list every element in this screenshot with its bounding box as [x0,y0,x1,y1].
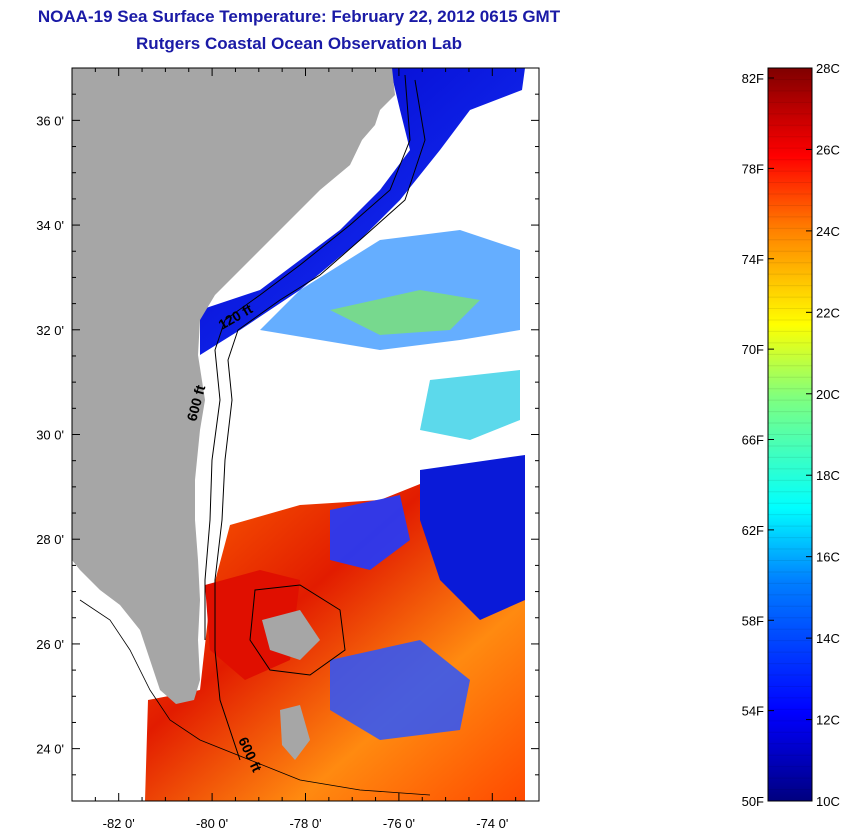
cold-eddy-north [330,495,410,570]
colorbar: 82F 78F 74F 70F 66F 62F 58F 54F 50F 28C 26C 24C 22C… [742,61,840,809]
longitude-labels: -82 0' -80 0' -78 0' -76 0' -74 0' [103,816,509,831]
latitude-tick-label: 30 0' [36,428,64,443]
mid-temp-patches [330,290,480,335]
cuba-land [280,705,310,760]
colorbar-celsius-label: 16C [816,550,840,565]
longitude-tick-label: -80 0' [196,816,228,831]
blue-patches-bahamas [330,640,470,740]
map-title: NOAA-19 Sea Surface Temperature: Februar… [37,7,561,26]
axis-ticks [71,67,540,802]
land-mass [72,68,395,704]
colorbar-fahrenheit-label: 54F [742,704,764,719]
colorbar-fahrenheit-label: 66F [742,433,764,448]
colorbar-celsius-label: 14C [816,631,840,646]
colorbar-gradient [768,68,812,801]
colorbar-fahrenheit-labels: 82F 78F 74F 70F 66F 62F 58F 54F 50F [742,71,774,809]
colorbar-fahrenheit-label: 50F [742,794,764,809]
colorbar-border [767,67,813,802]
mid-temp-patches-2 [420,370,520,440]
colorbar-fahrenheit-label: 78F [742,161,764,176]
cold-eddy-east [420,455,525,620]
cold-water-region [200,68,525,355]
latitude-labels: 36 0' 34 0' 32 0' 30 0' 28 0' 26 0' 24 0' [36,113,64,756]
colorbar-fahrenheit-label: 58F [742,613,764,628]
latitude-tick-label: 24 0' [36,742,64,757]
colorbar-celsius-label: 26C [816,142,840,157]
colorbar-celsius-label: 28C [816,61,840,76]
latitude-tick-label: 26 0' [36,637,64,652]
colorbar-bands [768,78,812,791]
colorbar-celsius-label: 20C [816,387,840,402]
contour-bahamas [249,584,346,676]
contour-florida-keys [79,599,431,796]
colorbar-fahrenheit-label: 62F [742,523,764,538]
colorbar-celsius-label: 12C [816,713,840,728]
warm-core-florida-current [205,570,300,680]
sst-map [72,68,539,801]
colorbar-fahrenheit-label: 82F [742,71,764,86]
colorbar-celsius-label: 24C [816,224,840,239]
colorbar-fahrenheit-label: 70F [742,342,764,357]
bahamas-bank [262,610,320,660]
longitude-tick-label: -82 0' [103,816,135,831]
latitude-tick-label: 34 0' [36,218,64,233]
colorbar-fahrenheit-label: 74F [742,252,764,267]
longitude-tick-label: -76 0' [383,816,415,831]
latitude-tick-label: 36 0' [36,113,64,128]
contour-120ft [204,74,411,640]
map-subtitle: Rutgers Coastal Ocean Observation Lab [136,34,462,53]
latitude-tick-label: 32 0' [36,323,64,338]
longitude-tick-label: -78 0' [289,816,321,831]
colorbar-celsius-label: 10C [816,794,840,809]
colorbar-celsius-label: 18C [816,468,840,483]
colorbar-celsius-labels: 28C 26C 24C 22C 20C 18C 16C 14C 12C 10C [806,61,840,809]
latitude-tick-label: 28 0' [36,532,64,547]
longitude-tick-label: -74 0' [476,816,508,831]
colorbar-celsius-label: 22C [816,305,840,320]
contour-600ft [214,79,426,761]
